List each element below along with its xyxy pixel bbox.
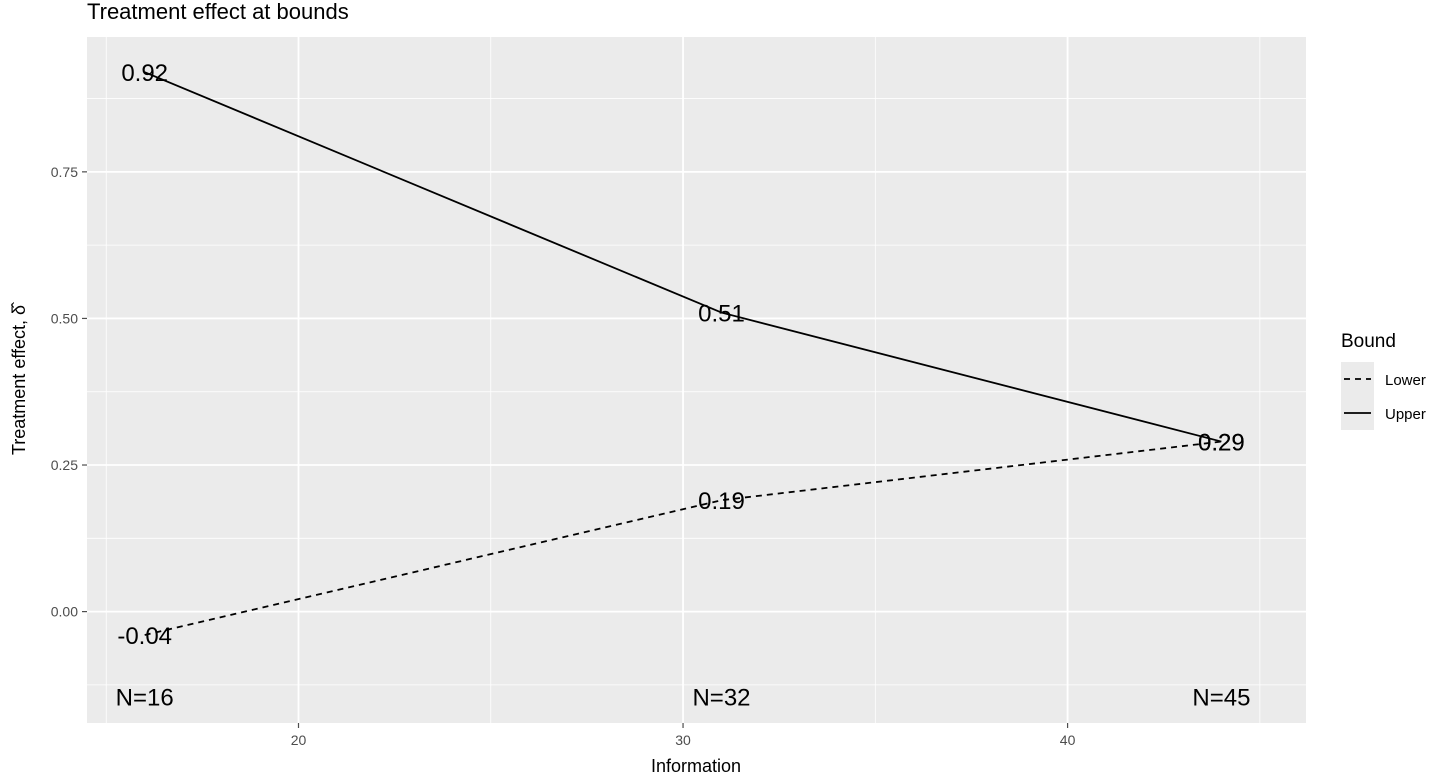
minor-gridlines <box>87 37 1306 723</box>
y-tick-label: 0.75 <box>51 164 78 180</box>
chart-title: Treatment effect at bounds <box>87 0 349 24</box>
point-label-lower: 0.29 <box>1198 430 1245 457</box>
y-tick-label: 0.50 <box>51 310 78 326</box>
y-axis-title: Treatment effect, δ̂ <box>9 302 29 455</box>
y-axis: 0.00 0.25 0.50 0.75 <box>51 164 87 620</box>
x-tick-label: 40 <box>1060 732 1076 748</box>
series-line-upper <box>144 71 1222 443</box>
point-label-upper: 0.92 <box>121 60 168 87</box>
y-tick-label: 0.00 <box>51 604 78 620</box>
point-label-upper: 0.29 <box>1198 430 1245 457</box>
point-labels: -0.040.190.290.920.510.29 <box>117 60 1244 650</box>
point-label-lower: -0.04 <box>117 623 172 650</box>
sample-size-label: N=16 <box>116 685 174 712</box>
x-tick-label: 20 <box>291 732 307 748</box>
x-axis-title: Information <box>651 756 741 773</box>
x-axis: 20 30 40 <box>291 723 1076 748</box>
point-label-upper: 0.51 <box>698 301 745 328</box>
sample-size-label: N=45 <box>1192 685 1250 712</box>
major-gridlines <box>87 37 1306 723</box>
sample-size-label: N=32 <box>692 685 750 712</box>
sample-size-annotations: N=16 N=32 N=45 <box>116 685 1251 712</box>
legend-label-lower: Lower <box>1385 372 1426 389</box>
legend-title: Bound <box>1341 331 1396 352</box>
plot-panel <box>87 37 1306 723</box>
legend-label-upper: Upper <box>1385 406 1426 423</box>
x-tick-label: 30 <box>675 732 691 748</box>
series-line-lower <box>144 440 1222 636</box>
series-lines <box>144 71 1222 636</box>
point-label-lower: 0.19 <box>698 488 745 515</box>
legend: Bound Lower Upper <box>1341 331 1426 430</box>
y-tick-label: 0.25 <box>51 457 78 473</box>
